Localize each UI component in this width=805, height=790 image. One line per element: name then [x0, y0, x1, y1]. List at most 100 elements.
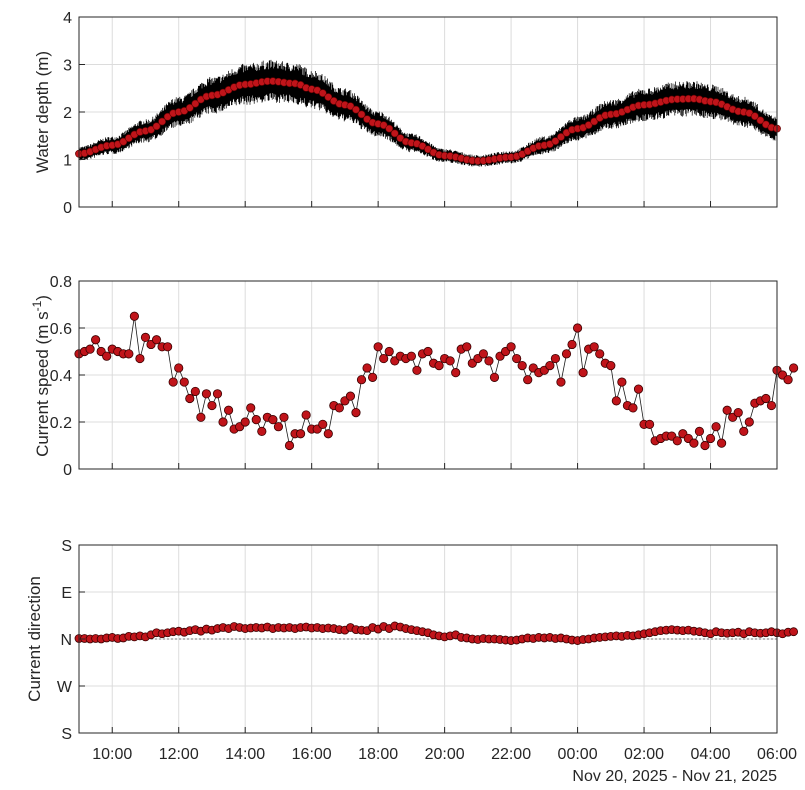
- speed-point: [478, 349, 488, 359]
- speed-point: [761, 393, 771, 404]
- depth-mean-point: [385, 124, 394, 133]
- speed-point: [334, 403, 344, 413]
- speed-point: [744, 417, 754, 427]
- y-tick-label: S: [61, 538, 72, 555]
- speed-point: [523, 375, 533, 385]
- depth-mean-point: [158, 117, 166, 126]
- speed-point: [379, 353, 389, 364]
- speed-point: [783, 375, 793, 385]
- depth-y-axis-label: Water depth (m): [33, 51, 52, 173]
- depth-mean-point: [352, 105, 360, 114]
- speed-point: [517, 360, 527, 371]
- speed-y-axis-label: Current speed (m s-1): [30, 295, 52, 457]
- x-tick-label: 20:00: [425, 746, 465, 763]
- speed-point: [545, 360, 555, 371]
- depth-mean-point: [584, 121, 593, 129]
- speed-point: [766, 400, 777, 411]
- speed-point: [318, 419, 328, 429]
- y-tick-label: S: [61, 726, 72, 743]
- x-tick-label: 16:00: [292, 746, 332, 763]
- speed-point: [462, 342, 472, 352]
- depth-mean-point: [363, 115, 371, 124]
- depth-mean-point: [750, 112, 759, 121]
- speed-point: [561, 349, 572, 359]
- speed-point: [368, 372, 378, 382]
- y-tick-label: 0.6: [50, 321, 72, 338]
- speed-point: [572, 323, 583, 333]
- x-tick-label: 02:00: [624, 746, 664, 763]
- speed-point: [617, 377, 627, 387]
- speed-point: [168, 377, 178, 387]
- speed-point: [672, 436, 682, 446]
- depth-mean-point: [191, 99, 200, 108]
- x-tick-label: 12:00: [159, 746, 199, 763]
- speed-point: [412, 365, 422, 375]
- speed-point: [201, 389, 212, 399]
- speed-point: [384, 346, 394, 357]
- y-tick-label: 4: [63, 10, 72, 27]
- depth-mean-point: [756, 116, 765, 125]
- speed-point: [717, 438, 727, 448]
- speed-point: [207, 400, 217, 411]
- speed-point: [700, 440, 710, 451]
- depth-mean-point: [379, 121, 388, 130]
- speed-point: [733, 407, 743, 418]
- speed-point: [722, 405, 732, 415]
- speed-point: [489, 372, 500, 382]
- depth-y-ticks: 0 1 2 3 4: [63, 10, 85, 217]
- y-tick-label: 3: [63, 58, 72, 75]
- depth-mean-point: [163, 112, 172, 121]
- depth-mean-point: [147, 125, 155, 134]
- x-tick-label: 00:00: [558, 746, 598, 763]
- speed-point: [556, 377, 566, 387]
- speed-point: [223, 405, 234, 415]
- depth-mean-point: [557, 133, 565, 141]
- speed-point: [689, 438, 699, 448]
- speed-point: [644, 419, 655, 429]
- x-tick-label: 22:00: [491, 746, 531, 763]
- speed-point: [91, 335, 101, 345]
- y-tick-label: N: [60, 632, 72, 649]
- speed-point: [739, 426, 749, 436]
- depth-mean-point: [124, 134, 133, 143]
- direction-points: [74, 621, 799, 645]
- depth-mean-point: [318, 89, 327, 98]
- speed-point: [633, 384, 644, 394]
- y-tick-label: W: [57, 679, 73, 696]
- y-tick-label: 0: [63, 462, 72, 479]
- speed-point: [185, 393, 195, 404]
- depth-mean-point: [346, 102, 355, 111]
- x-tick-label: 04:00: [691, 746, 731, 763]
- speed-point: [190, 386, 200, 397]
- speed-point: [567, 339, 577, 350]
- speed-point: [506, 342, 516, 352]
- speed-point: [295, 429, 306, 439]
- speed-panel: 0 0.2 0.4 0.6 0.8 Current speed (m s-1): [30, 274, 799, 479]
- speed-point: [345, 391, 356, 401]
- y-tick-label: 0.4: [50, 368, 72, 385]
- x-tick-label: 06:00: [757, 746, 797, 763]
- speed-point: [550, 353, 561, 364]
- speed-point: [163, 342, 173, 352]
- depth-mean-point: [185, 103, 194, 112]
- speed-point: [406, 351, 416, 361]
- speed-point: [246, 403, 256, 413]
- depth-mean-point: [390, 129, 399, 138]
- speed-point: [196, 412, 206, 422]
- y-tick-label: 2: [63, 105, 72, 122]
- speed-point: [595, 349, 605, 359]
- direction-point: [789, 627, 799, 637]
- speed-point: [279, 412, 289, 422]
- speed-point: [611, 396, 621, 406]
- speed-point: [102, 351, 112, 361]
- speed-point: [301, 410, 311, 420]
- speed-point: [179, 377, 189, 387]
- speed-point: [174, 363, 184, 373]
- speed-point: [694, 426, 705, 436]
- depth-mean-point: [119, 137, 128, 146]
- speed-point: [445, 356, 455, 366]
- y-tick-label: 0.2: [50, 415, 72, 432]
- speed-point: [251, 415, 261, 425]
- speed-point: [789, 363, 799, 373]
